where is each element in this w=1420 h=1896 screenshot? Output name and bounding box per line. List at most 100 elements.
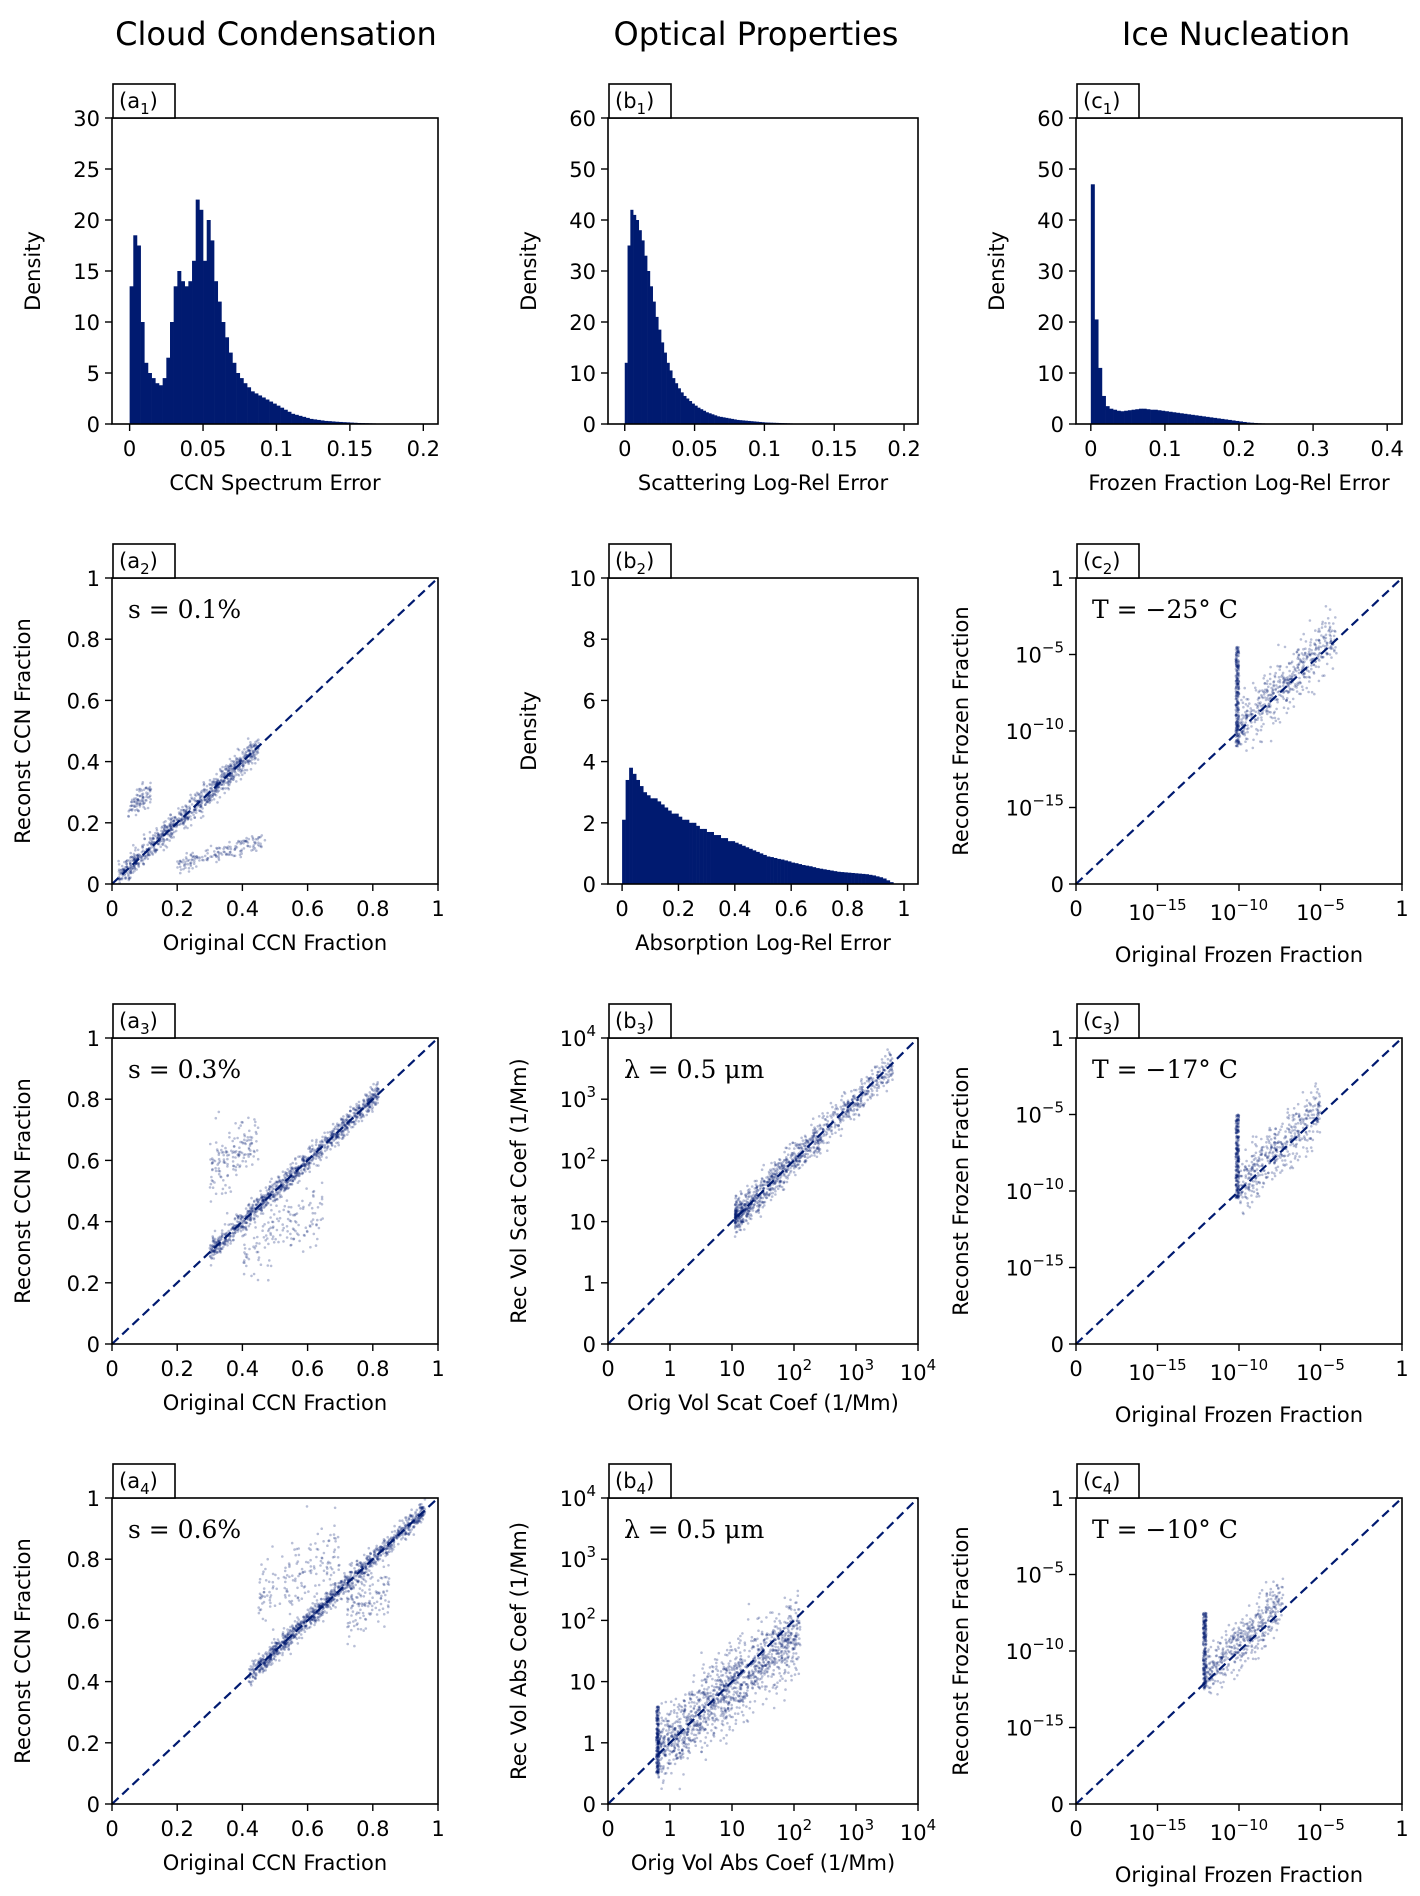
scatter-point bbox=[135, 793, 139, 797]
scatter-point bbox=[229, 777, 233, 781]
scatter-point bbox=[258, 1198, 262, 1201]
scatter-point bbox=[1272, 691, 1275, 695]
scatter-point bbox=[287, 1171, 291, 1174]
scatter-point bbox=[351, 1120, 354, 1124]
scatter-point bbox=[343, 1123, 347, 1127]
scatter-point bbox=[222, 850, 225, 853]
scatter-point bbox=[1296, 648, 1300, 652]
scatter-point bbox=[297, 1223, 300, 1227]
y-axis-label: Density bbox=[21, 231, 45, 311]
scatter-point bbox=[210, 1247, 213, 1251]
scatter-point bbox=[1245, 715, 1249, 719]
scatter-point bbox=[1323, 639, 1327, 643]
scatter-point bbox=[341, 1131, 344, 1135]
scatter-point bbox=[1237, 673, 1240, 676]
scatter-point bbox=[364, 1093, 367, 1096]
scatter-point bbox=[192, 854, 196, 858]
scatter-point bbox=[247, 748, 251, 752]
scatter-point bbox=[1304, 651, 1307, 655]
scatter-point bbox=[1302, 632, 1305, 636]
scatter-point bbox=[1235, 665, 1238, 668]
scatter-point bbox=[213, 780, 216, 783]
scatter-point bbox=[736, 1225, 739, 1229]
scatter-point bbox=[229, 1190, 233, 1193]
scatter-point bbox=[1321, 620, 1324, 624]
scatter-point bbox=[246, 1153, 250, 1156]
scatter-point bbox=[274, 1190, 278, 1194]
scatter-point bbox=[1276, 680, 1280, 683]
scatter-point bbox=[375, 1089, 379, 1093]
scatter-point bbox=[1236, 691, 1240, 694]
scatter-point bbox=[230, 1149, 233, 1153]
scatter-point bbox=[239, 771, 243, 774]
scatter-point bbox=[214, 853, 218, 857]
scatter-point bbox=[212, 1249, 215, 1253]
scatter-point bbox=[1308, 647, 1311, 651]
histogram-bar bbox=[646, 795, 651, 884]
scatter-point bbox=[218, 767, 222, 771]
scatter-point bbox=[264, 1202, 268, 1205]
scatter-point bbox=[1329, 644, 1333, 648]
scatter-point bbox=[1265, 710, 1268, 714]
scatter-point bbox=[143, 854, 147, 858]
scatter-point bbox=[249, 1218, 252, 1221]
scatter-point bbox=[298, 1179, 301, 1183]
scatter-point bbox=[1281, 673, 1284, 677]
scatter-point bbox=[1243, 686, 1246, 690]
scatter-point bbox=[1310, 690, 1314, 694]
scatter-point bbox=[276, 1180, 279, 1184]
histogram-bar bbox=[759, 853, 764, 884]
scatter-point bbox=[1265, 688, 1269, 691]
histogram-bar bbox=[1231, 420, 1236, 424]
histogram-bar bbox=[1138, 408, 1143, 424]
scatter-point bbox=[1325, 651, 1328, 655]
scatter-point bbox=[291, 1168, 294, 1171]
scatter-point bbox=[1279, 664, 1282, 668]
scatter-point bbox=[127, 877, 131, 880]
histogram-bar bbox=[748, 848, 753, 884]
scatter-point bbox=[275, 1197, 279, 1201]
scatter-point bbox=[749, 1217, 753, 1221]
scatter-point bbox=[127, 809, 131, 813]
scatter-point bbox=[1237, 724, 1241, 728]
scatter-point bbox=[1236, 685, 1240, 688]
scatter-point bbox=[368, 1105, 372, 1109]
scatter-point bbox=[308, 1161, 311, 1164]
y-tick-label: 10 bbox=[569, 1211, 596, 1235]
scatter-point bbox=[1242, 729, 1245, 733]
scatter-point bbox=[759, 1186, 762, 1190]
scatter-point bbox=[1267, 710, 1271, 714]
scatter-point bbox=[212, 1158, 215, 1162]
scatter-point bbox=[162, 841, 165, 844]
scatter-point bbox=[156, 842, 160, 846]
scatter-point bbox=[1261, 696, 1265, 700]
scatter-point bbox=[866, 1092, 869, 1096]
scatter-point bbox=[248, 749, 252, 752]
scatter-point bbox=[229, 1228, 233, 1231]
scatter-point bbox=[851, 1095, 855, 1098]
scatter-point bbox=[241, 766, 245, 769]
scatter-point bbox=[212, 781, 215, 784]
scatter-point bbox=[1236, 658, 1239, 662]
scatter-point bbox=[365, 1093, 369, 1097]
scatter-point bbox=[242, 1233, 246, 1237]
plot-area bbox=[112, 118, 438, 424]
scatter-point bbox=[282, 1240, 285, 1243]
scatter-point bbox=[377, 1087, 381, 1091]
scatter-point bbox=[191, 858, 194, 862]
scatter-point bbox=[233, 1145, 236, 1148]
histogram-bar bbox=[331, 421, 336, 424]
scatter-point bbox=[204, 849, 208, 853]
scatter-point bbox=[211, 1236, 215, 1240]
scatter-point bbox=[253, 757, 256, 761]
scatter-point bbox=[283, 1204, 287, 1208]
scatter-point bbox=[262, 1202, 265, 1206]
scatter-point bbox=[367, 1109, 371, 1112]
scatter-point bbox=[138, 794, 142, 798]
scatter-point bbox=[1235, 651, 1238, 654]
scatter-point bbox=[209, 1243, 212, 1247]
scatter-point bbox=[771, 1172, 775, 1175]
scatter-point bbox=[227, 847, 230, 851]
scatter-point bbox=[208, 1255, 212, 1258]
x-axis-label: Absorption Log-Rel Error bbox=[635, 931, 891, 955]
